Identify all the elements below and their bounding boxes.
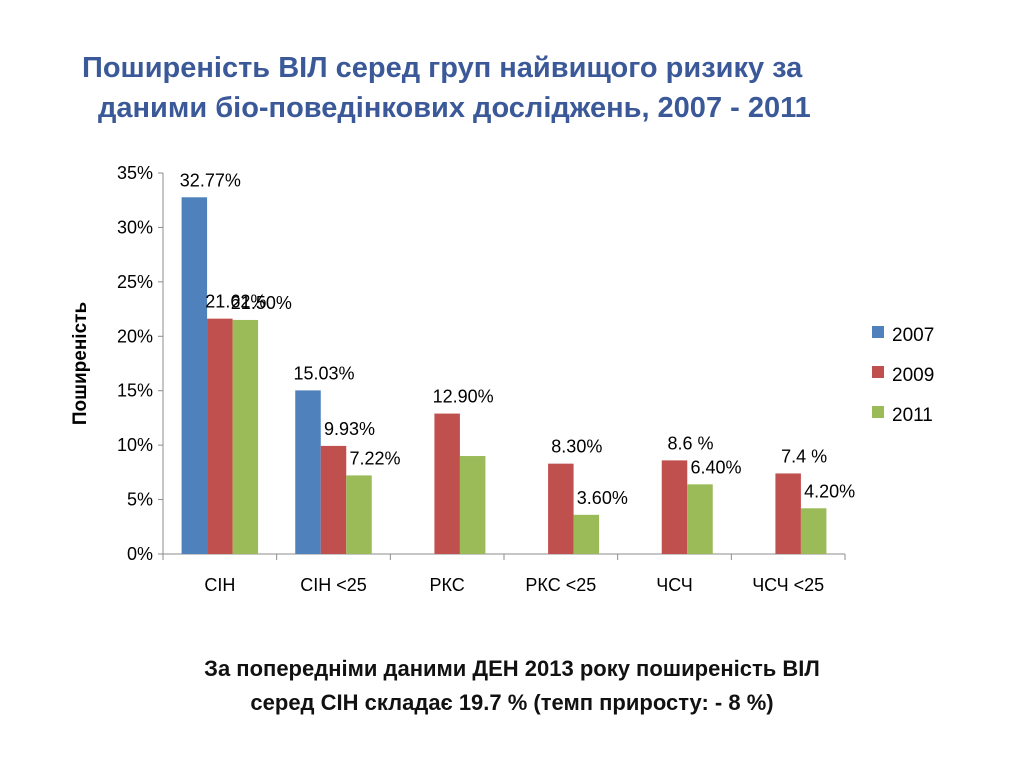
x-tick-label: СІН [204,575,235,595]
bar-2011 [573,514,600,554]
chart-title-line-2: даними біо-поведінкових досліджень, 2007… [98,92,811,124]
y-tick-label: 25% [117,272,153,292]
y-tick-label: 15% [117,381,153,401]
data-label-2011: 7.22% [349,448,400,468]
data-label-2009: 7.4 % [781,446,827,466]
chart-title-line-1: Поширеність ВІЛ серед груп найвищого риз… [82,52,803,84]
y-axis-title: Поширеність [70,302,91,425]
bar-2011 [459,456,486,554]
legend-label-2011: 2011 [892,405,933,426]
x-tick-label: РКС [430,575,465,595]
bar-2009 [661,460,688,554]
bar-2009 [548,463,574,554]
data-label-2007: 15.03% [293,363,354,383]
bar-2009 [207,318,233,554]
legend-label-2009: 2009 [892,365,934,386]
y-tick-label: 5% [127,490,153,510]
data-label-2009: 12.90% [433,387,494,407]
data-label-2009: 8.6 % [667,433,713,453]
y-tick-label: 20% [117,326,153,346]
legend-swatch-2011 [872,406,884,418]
footnote-line-2: серед СІН складає 19.7 % (темп приросту:… [250,690,774,715]
data-label-2009: 21.62% [205,292,266,312]
x-tick-label: СІН <25 [300,575,367,595]
data-label-2009: 9.93% [324,419,375,439]
data-label-2011: 21.50% [231,293,292,313]
footnote: За попередніми даними ДЕН 2013 року поши… [60,652,964,720]
bar-2007 [295,390,321,554]
chart-title: Поширеність ВІЛ серед груп найвищого риз… [60,48,980,128]
bar-2007 [181,197,208,554]
y-tick-label: 30% [117,217,153,237]
x-tick-label: ЧСЧ [656,575,692,595]
bar-2011 [687,484,713,554]
data-label-2011: 4.20% [804,481,855,501]
y-tick-label: 35% [117,163,153,183]
x-tick-label: ЧСЧ <25 [752,575,824,595]
bar-2009 [775,473,801,554]
bar-2011 [800,508,827,554]
bar-2011 [346,475,372,554]
legend-swatch-2007 [872,326,884,338]
bar-2009 [320,445,347,554]
y-tick-label: 0% [127,544,153,564]
legend-label-2007: 2007 [892,325,934,346]
footnote-line-1: За попередніми даними ДЕН 2013 року поши… [204,656,820,681]
legend-swatch-2009 [872,366,884,378]
data-label-2011: 3.60% [577,488,628,508]
data-label-2009: 8.30% [551,437,602,457]
data-label-2011: 6.40% [690,457,741,477]
y-tick-label: 10% [117,435,153,455]
bar-2011 [232,319,259,554]
bar-chart: 0% 5% 10% 15% 20% 25% 30% 35% Поширеність СІН СІН … [70,163,934,595]
data-label-2007: 32.77% [180,170,241,190]
bar-2009 [434,413,460,554]
x-tick-label: РКС <25 [525,575,596,595]
